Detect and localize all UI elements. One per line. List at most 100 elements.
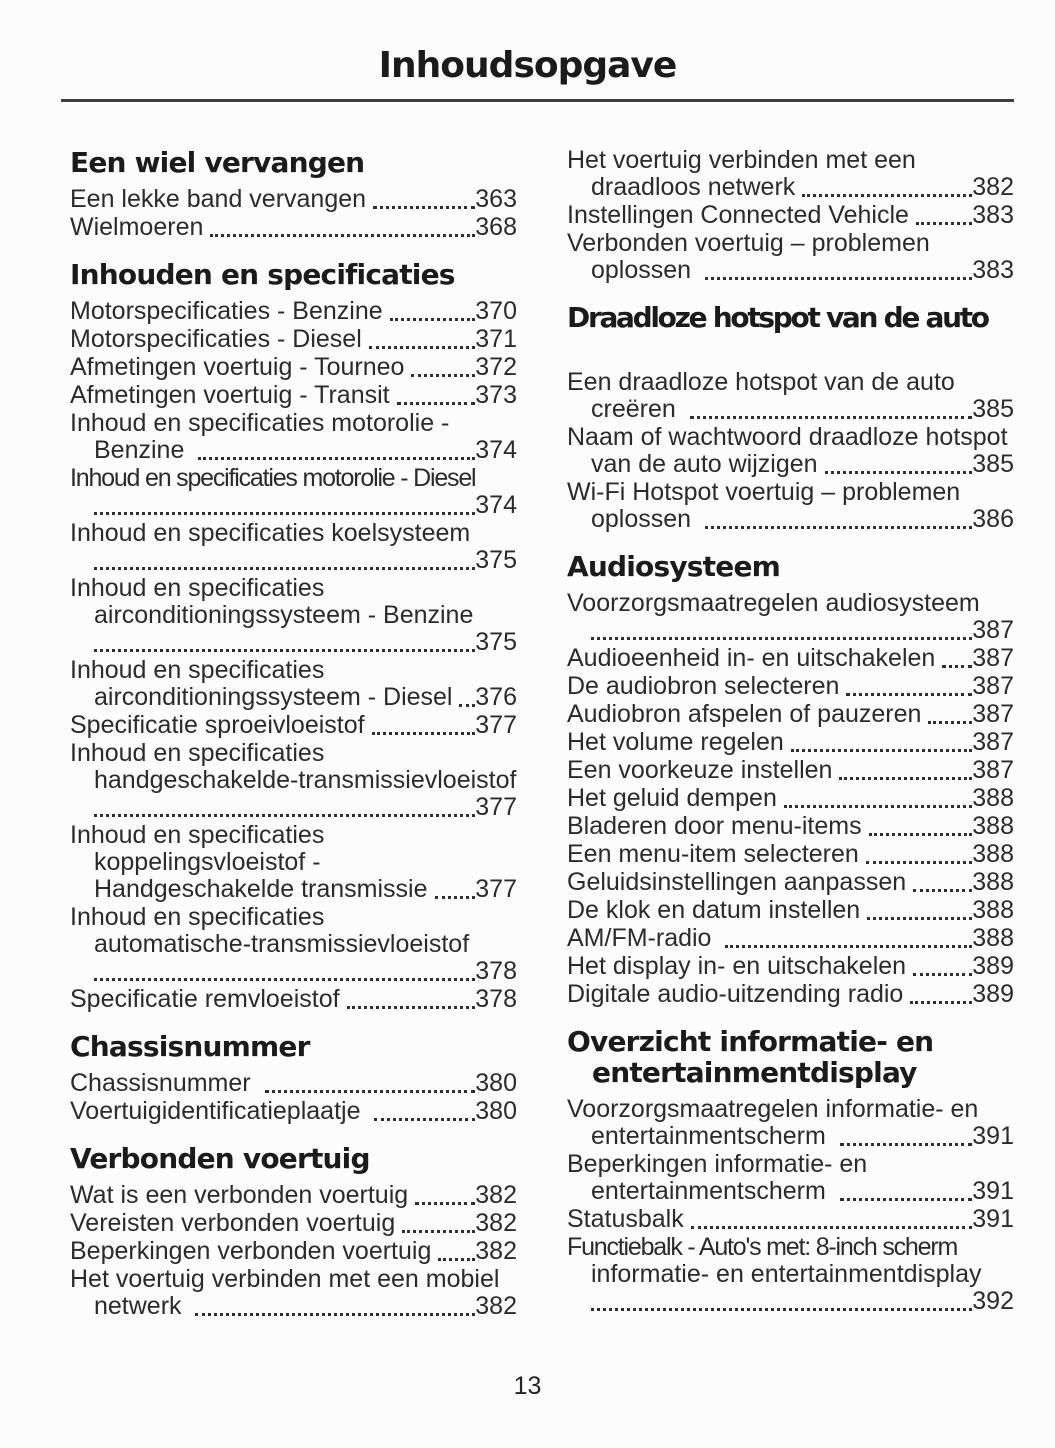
- page-ref: 373: [475, 381, 517, 409]
- toc-entry: Motorspecificaties - Benzine 370: [70, 298, 517, 325]
- toc-entry: Een lekke band vervangen 363: [70, 186, 517, 213]
- toc-entry-line: Statusbalk 391: [567, 1206, 1014, 1233]
- dot-leader: [210, 234, 476, 237]
- toc-entry-line: creëren 385: [567, 396, 1014, 423]
- dot-leader: [434, 896, 476, 899]
- toc-entry-line: Voorzorgsmaatregelen audiosysteem: [567, 590, 1014, 617]
- section-heading: Overzicht informatie- en entertainmentdis…: [567, 1026, 1014, 1088]
- toc-entry-line: Inhoud en specificaties: [70, 822, 517, 849]
- toc-entry: Wat is een verbonden voertuig 382: [70, 1182, 517, 1209]
- entry-text: Inhoud en specificaties motorolie -: [70, 409, 450, 437]
- section-heading: Audiosysteem: [567, 551, 1014, 582]
- page-ref: 371: [475, 325, 517, 353]
- page-ref: 386: [972, 505, 1014, 533]
- page-ref: 391: [972, 1177, 1014, 1205]
- page-ref: 376: [475, 683, 517, 711]
- dot-leader: [915, 222, 973, 225]
- page-ref: 382: [475, 1237, 517, 1265]
- toc-entry-line: 387: [567, 617, 1014, 644]
- page-number: 13: [513, 1372, 542, 1400]
- toc-entry: Audioeenheid in- en uitschakelen 387: [567, 645, 1014, 672]
- toc-entry: Specificatie sproeivloeistof 377: [70, 712, 517, 739]
- entry-text: Naam of wachtwoord draadloze hotspot: [567, 423, 1008, 451]
- page-ref: 372: [475, 353, 517, 381]
- dot-leader: [373, 206, 476, 209]
- entry-text: De audiobron selecteren: [567, 672, 840, 700]
- dot-leader: [942, 665, 973, 668]
- page-ref: 392: [972, 1287, 1014, 1315]
- toc-entry: Inhoud en specificaties airconditioningss…: [70, 657, 517, 711]
- toc-entry-line: Audioeenheid in- en uitschakelen 387: [567, 645, 1014, 672]
- toc-entry-line: De klok en datum instellen 388: [567, 897, 1014, 924]
- toc-entry: Instellingen Connected Vehicle 383: [567, 202, 1014, 229]
- toc-entry: Inhoud en specificaties koelsysteem 375: [70, 520, 517, 574]
- toc-section: Inhouden en specificaties Motorspecificat…: [70, 259, 517, 1013]
- dot-leader: [689, 416, 973, 419]
- entry-text: Benzine: [94, 436, 192, 464]
- page-ref: 387: [972, 616, 1014, 644]
- dot-leader: [913, 973, 973, 976]
- page-ref: 380: [475, 1097, 517, 1125]
- section-heading-line: Audiosysteem: [567, 550, 781, 583]
- dot-leader: [396, 402, 476, 405]
- entry-text: draadloos netwerk: [591, 173, 796, 201]
- dot-leader: [346, 1006, 476, 1009]
- toc-entry-line: Audiobron afspelen of pauzeren 387: [567, 701, 1014, 728]
- toc-entry: Vereisten verbonden voertuig 382: [70, 1210, 517, 1237]
- toc-entry-line: Digitale audio-uitzending radio 389: [567, 981, 1014, 1008]
- dot-leader: [705, 277, 973, 280]
- toc-entry: Het voertuig verbinden met een draadloos …: [567, 147, 1014, 201]
- entry-text: Inhoud en specificaties: [70, 574, 325, 602]
- toc-entry-line: 375: [70, 547, 517, 574]
- toc-entry-line: van de auto wijzigen 385: [567, 451, 1014, 478]
- toc-entry: Het volume regelen 387: [567, 729, 1014, 756]
- entry-text: Inhoud en specificaties: [70, 656, 325, 684]
- dot-leader: [783, 805, 973, 808]
- entry-text: Specificatie sproeivloeistof: [70, 711, 365, 739]
- dot-leader: [928, 721, 973, 724]
- toc-entry: Het voertuig verbinden met een mobiel net…: [70, 1266, 517, 1320]
- section-heading-line: Verbonden voertuig: [70, 1142, 371, 1175]
- toc-entry: Een menu-item selecteren 388: [567, 841, 1014, 868]
- dot-leader: [411, 374, 476, 377]
- page-ref: 388: [972, 924, 1014, 952]
- dot-leader: [802, 194, 973, 197]
- page-ref: 377: [475, 875, 517, 903]
- dot-leader: [725, 945, 973, 948]
- page-ref: 378: [475, 957, 517, 985]
- toc-entry-line: Naam of wachtwoord draadloze hotspot: [567, 424, 1014, 451]
- toc-entry-line: Inhoud en specificaties motorolie -: [70, 410, 517, 437]
- page-title: Inhoudsopgave: [378, 45, 678, 86]
- section-heading: Verbonden voertuig: [70, 1143, 517, 1174]
- toc-entry-line: oplossen 383: [567, 257, 1014, 284]
- page-ref: 389: [972, 980, 1014, 1008]
- toc-entry: Het geluid dempen 388: [567, 785, 1014, 812]
- entry-text: oplossen: [591, 505, 699, 533]
- toc-entry-line: Wielmoeren 368: [70, 214, 517, 241]
- toc-entry-line: Handgeschakelde transmissie 377: [70, 876, 517, 903]
- dot-leader: [415, 1202, 476, 1205]
- toc-entry: De klok en datum instellen 388: [567, 897, 1014, 924]
- toc-entry-line: airconditioningssysteem - Diesel 376: [70, 684, 517, 711]
- dot-leader: [824, 471, 973, 474]
- toc-entry-line: automatische-transmissievloeistof: [70, 931, 517, 958]
- entry-text: Inhoud en specificaties koelsysteem: [70, 519, 471, 547]
- section-heading-line: entertainmentdisplay: [592, 1056, 917, 1089]
- toc-entry-line: Voorzorgsmaatregelen informatie- en: [567, 1096, 1014, 1123]
- entry-text: airconditioningssysteem - Diesel: [94, 683, 453, 711]
- section-heading-line: Een wiel vervangen: [70, 146, 365, 179]
- entry-text: Inhoud en specificaties motorolie - Dies…: [70, 464, 477, 492]
- entry-text: Wi-Fi Hotspot voertuig – problemen: [567, 478, 961, 506]
- toc-entry: Audiobron afspelen of pauzeren 387: [567, 701, 1014, 728]
- toc-entry-line: Een voorkeuze instellen 387: [567, 757, 1014, 784]
- entry-text: airconditioningssysteem - Benzine: [94, 601, 474, 629]
- toc-entry: Afmetingen voertuig - Transit 373: [70, 382, 517, 409]
- entry-text: Het display in- en uitschakelen: [567, 952, 907, 980]
- toc-entry: Chassisnummer 380: [70, 1070, 517, 1097]
- toc-entry: Motorspecificaties - Diesel 371: [70, 326, 517, 353]
- toc-entry: AM/FM-radio 388: [567, 925, 1014, 952]
- entry-text: Chassisnummer: [70, 1069, 258, 1097]
- toc-entry-line: Vereisten verbonden voertuig 382: [70, 1210, 517, 1237]
- entry-text: handgeschakelde-transmissievloeistof: [94, 766, 517, 794]
